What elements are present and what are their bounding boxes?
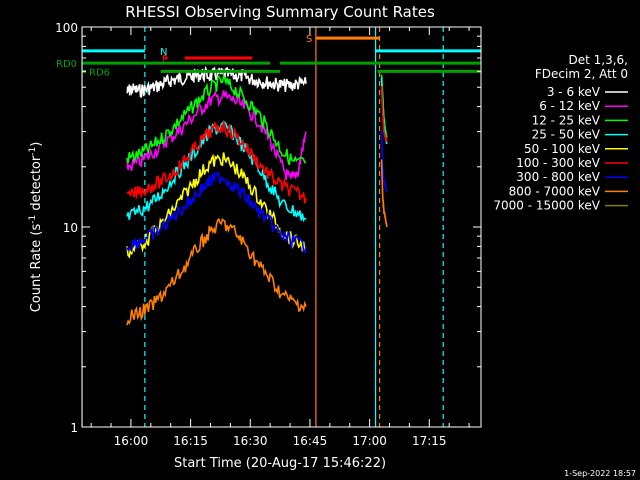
- y-axis-label: Count Rate (s-1 detector-1): [28, 142, 44, 313]
- x-axis: 16:00 16:15 16:30 16:45 17:00 17:15: [90, 27, 470, 448]
- flag-label-n: N: [160, 47, 167, 58]
- legend-label-4: 50 - 100 keV: [524, 142, 601, 156]
- legend-label-6: 300 - 800 keV: [516, 170, 600, 184]
- flag-label-rd0: RD0: [56, 59, 77, 70]
- series-line-5: [126, 121, 307, 204]
- legend-header-2: FDecim 2, Att 0: [535, 67, 628, 81]
- legend-label-7: 800 - 7000 keV: [509, 184, 601, 198]
- flag-label-s: S: [306, 34, 312, 45]
- y-tick-label-2: 100: [55, 21, 78, 35]
- series-line-3: [126, 120, 307, 223]
- flag-label-f: F: [162, 54, 168, 65]
- legend-label-3: 25 - 50 keV: [532, 128, 601, 142]
- y-tick-label-0: 1: [70, 421, 78, 435]
- y-tick-label-1: 10: [63, 221, 78, 235]
- x-tick-label-0: 16:00: [114, 434, 149, 448]
- legend-label-5: 100 - 300 keV: [516, 156, 600, 170]
- x-axis-label: Start Time (20-Aug-17 15:46:22): [174, 456, 386, 471]
- y-axis: 1 10 100: [55, 21, 481, 435]
- late-series-line-3: [380, 130, 388, 192]
- plot-area: N S F RD0 RD6: [56, 27, 481, 427]
- flag-label-rd6: RD6: [89, 67, 110, 78]
- series-line-0: [126, 65, 307, 98]
- chart-title: RHESSI Observing Summary Count Rates: [125, 3, 435, 21]
- x-tick-label-4: 17:00: [352, 434, 387, 448]
- x-tick-label-1: 16:15: [173, 434, 208, 448]
- x-tick-label-5: 17:15: [412, 434, 447, 448]
- plot-inner: [82, 27, 481, 427]
- x-tick-label-2: 16:30: [233, 434, 268, 448]
- footer-timestamp: 1-Sep-2022 18:57: [564, 469, 636, 478]
- x-tick-label-3: 16:45: [293, 434, 328, 448]
- series-line-4: [126, 152, 307, 259]
- late-series-line-2: [380, 86, 388, 142]
- series-line-1: [126, 89, 307, 181]
- series-line-2: [126, 73, 307, 166]
- late-series-line-4: [380, 159, 388, 228]
- legend-header-1: Det 1,3,6,: [569, 53, 629, 67]
- legend-label-1: 6 - 12 keV: [539, 99, 601, 113]
- legend-label-2: 12 - 25 keV: [532, 113, 601, 127]
- series-line-7: [126, 217, 307, 326]
- series-line-6: [126, 171, 307, 254]
- legend-label-8: 7000 - 15000 keV: [493, 199, 600, 213]
- legend-label-0: 3 - 6 keV: [547, 85, 601, 99]
